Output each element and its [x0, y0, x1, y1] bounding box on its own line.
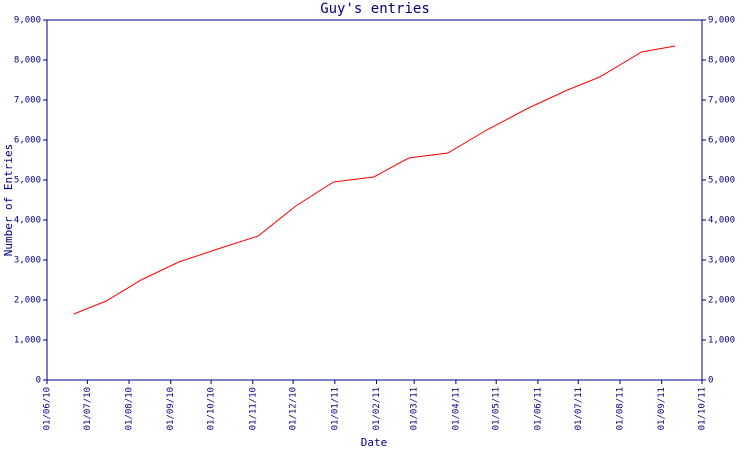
y-axis-label: Number of Entries: [2, 144, 15, 257]
chart-title: Guy's entries: [320, 1, 430, 17]
x-tick-label: 01/10/11: [698, 387, 708, 430]
y-tick-label: 3,000: [14, 256, 41, 266]
y2-tick-label: 9,000: [708, 16, 735, 26]
y-tick-label: 7,000: [14, 96, 41, 106]
x-axis-label: Date: [361, 436, 388, 449]
y-tick-label: 1,000: [14, 336, 41, 346]
x-tick-label: 01/07/10: [83, 387, 93, 430]
y-tick-label: 5,000: [14, 176, 41, 186]
x-tick-label: 01/03/11: [410, 387, 420, 430]
x-tick-label: 01/06/10: [43, 387, 53, 430]
plot-frame: [46, 19, 703, 381]
y2-tick-label: 7,000: [708, 96, 735, 106]
y2-tick-label: 5,000: [708, 176, 735, 186]
x-tick-label: 01/01/11: [330, 387, 340, 430]
y2-tick-label: 1,000: [708, 336, 735, 346]
y2-tick-label: 4,000: [708, 216, 735, 226]
x-tick-label: 01/09/11: [657, 387, 667, 430]
x-tick-label: 01/04/11: [451, 387, 461, 430]
y-tick-label: 6,000: [14, 136, 41, 146]
x-tick-label: 01/09/10: [166, 387, 176, 430]
x-tick-label: 01/06/11: [533, 387, 543, 430]
x-tick-label: 01/08/11: [615, 387, 625, 430]
data-line: [73, 45, 676, 315]
y2-tick-label: 6,000: [708, 136, 735, 146]
y-tick-label: 9,000: [14, 16, 41, 26]
x-tick-label: 01/11/10: [248, 387, 258, 430]
x-tick-label: 01/12/10: [289, 387, 299, 430]
x-tick-label: 01/10/10: [207, 387, 217, 430]
y-tick-label: 8,000: [14, 56, 41, 66]
y-tick-label: 2,000: [14, 296, 41, 306]
y-tick-label: 4,000: [14, 216, 41, 226]
x-tick-label: 01/08/10: [125, 387, 135, 430]
y2-tick-label: 3,000: [708, 256, 735, 266]
y2-tick-label: 0: [708, 376, 713, 386]
y2-tick-label: 8,000: [708, 56, 735, 66]
x-tick-label: 01/05/11: [492, 387, 502, 430]
y2-tick-label: 2,000: [708, 296, 735, 306]
y-tick-label: 0: [36, 376, 41, 386]
x-tick-label: 01/02/11: [372, 387, 382, 430]
x-tick-label: 01/07/11: [574, 387, 584, 430]
